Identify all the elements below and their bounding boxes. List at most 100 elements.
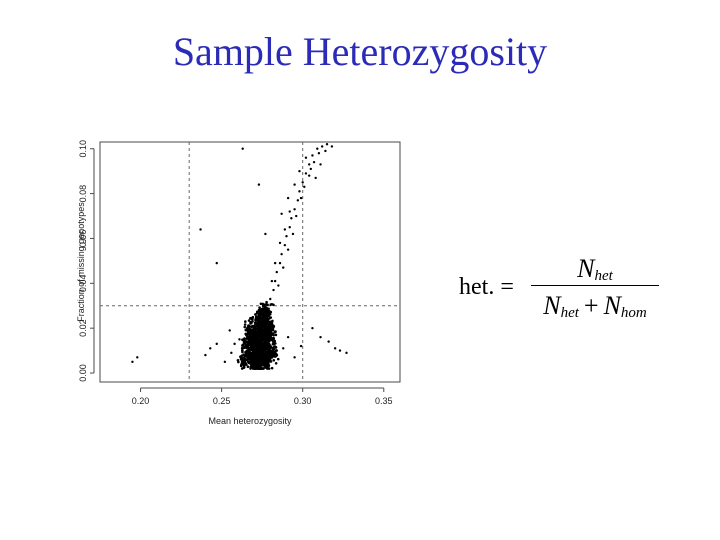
scatter-point [270,366,274,370]
scatter-point [290,217,293,220]
scatter-point [262,353,266,356]
scatter-point [268,332,272,335]
scatter-point [270,355,273,358]
scatter-point [248,324,251,328]
scatter-point [252,352,255,355]
scatter-point [267,314,271,318]
scatter-point [274,333,278,337]
scatter-point [240,356,243,360]
scatter-point [264,232,267,236]
scatter-point [258,362,261,365]
scatter-point [243,323,247,326]
scatter-point [253,362,256,366]
scatter-point [272,336,275,340]
scatter-point [317,152,321,155]
scatter-point [269,360,272,363]
formula-lhs: het. = [459,274,514,300]
scatter-point [327,340,330,343]
scatter-point [246,341,249,344]
scatter-point [258,312,261,316]
scatter-point [272,303,275,307]
scatter-point [270,279,274,283]
threshold-lines [100,142,400,382]
formula-denominator: Nhet + Nhom [529,286,661,322]
scatter-point [278,241,282,245]
scatter-point [241,147,244,150]
scatter-point [258,347,261,350]
scatter-point [257,315,260,319]
scatter-point [291,232,295,236]
scatter-point [264,334,268,338]
scatter-point [269,297,272,301]
scatter-point [273,355,277,358]
scatter-point [293,183,296,186]
scatter-point [276,357,280,361]
scatter-point [257,330,261,333]
x-tick-label: 0.20 [132,396,150,406]
scatter-point [246,365,250,369]
scatter-point [258,306,261,309]
scatter-point [250,335,253,339]
scatter-point [260,324,264,328]
scatter-point [338,349,342,352]
scatter-point [250,331,253,335]
scatter-point [283,243,287,247]
scatter-point [271,332,274,336]
x-tick-label: 0.25 [213,396,231,406]
scatter-point [245,363,248,366]
scatter-point [272,350,275,353]
scatter-point [259,322,262,326]
scatter-point [215,342,218,346]
scatter-point [319,335,322,339]
scatter-point [253,358,257,362]
scatter-point [286,196,290,200]
scatter-point [250,346,253,349]
scatter-point [285,235,288,238]
scatter-point [303,185,306,189]
scatter-point [265,311,268,315]
scatter-point [204,353,207,357]
formula-den-sub-2: hom [620,305,647,321]
y-tick-label: 0.06 [78,230,88,248]
formula-den-sub-1: het [560,305,579,321]
scatter-point [251,350,255,353]
scatter-point [261,334,264,337]
scatter-point [274,352,278,356]
x-axis: 0.20 0.25 0.30 0.35 [132,387,393,406]
scatter-point [286,248,290,251]
scatter-point [259,302,263,306]
scatter-point [269,303,273,306]
scatter-point [244,320,247,323]
scatter-point [268,339,271,343]
scatter-point [267,352,271,355]
scatter-point [269,316,273,319]
scatter-point [251,324,254,328]
scatter-point [256,366,259,369]
scatter-point [241,361,245,364]
scatter-point [267,347,271,351]
scatter-point [269,327,272,331]
scatter-point [251,320,254,323]
scatter-point [136,356,139,359]
fraction-bar [531,285,659,286]
scatter-point [261,307,265,310]
scatter-point [245,358,249,361]
scatter-point [273,279,277,283]
scatter-point [215,261,218,265]
scatter-point [237,360,240,364]
scatter-point [283,228,287,231]
y-axis-label: Fraction of missing genotypes [76,202,86,322]
scatter-point [267,344,271,348]
scatter-point [242,353,245,356]
scatter-point [248,349,251,352]
scatter-point [316,147,319,150]
scatter-point [258,339,261,342]
scatter-point [263,328,267,331]
scatter-point [320,145,324,148]
scatter-point [311,326,314,330]
scatter-point [240,367,244,370]
scatter-point [307,174,311,177]
scatter-point [233,342,236,346]
scatter-point [259,330,263,334]
scatter-point [246,335,249,339]
